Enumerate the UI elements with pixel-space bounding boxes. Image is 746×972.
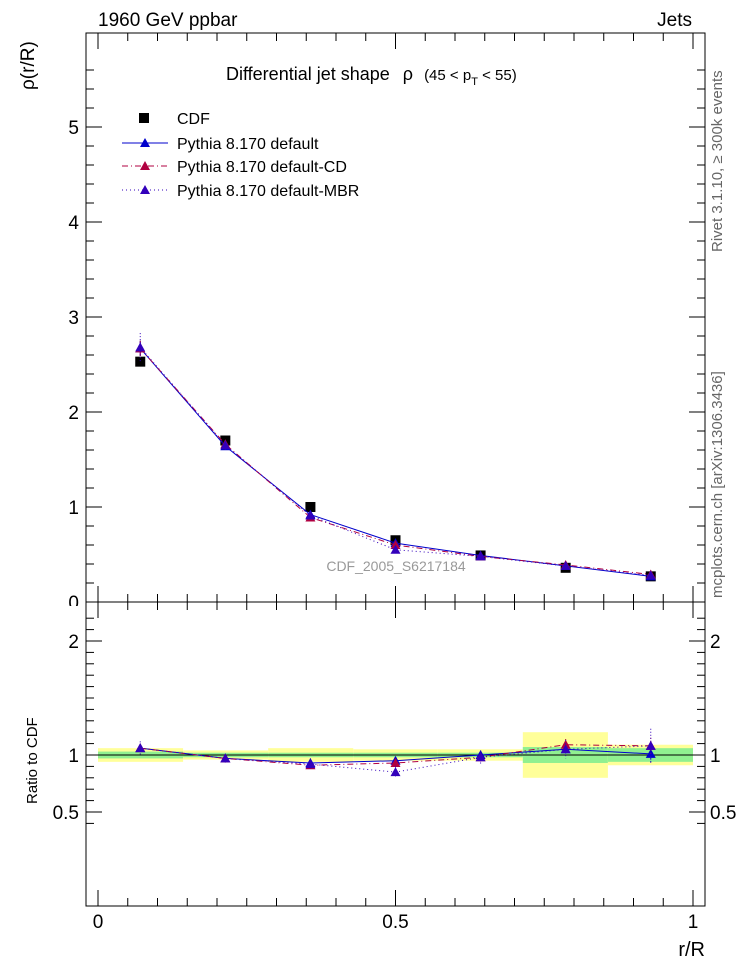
legend: CDF Pythia 8.170 default Pythia 8.170 defa…	[122, 111, 359, 200]
ratio-point-default-mbr	[475, 752, 486, 762]
ratio-ytick-label-right: 1	[710, 746, 721, 767]
ratio-ytick-label: 1	[68, 746, 79, 767]
watermark-analysis: CDF_2005_S6217184	[326, 558, 466, 574]
point-default-mbr	[390, 544, 401, 554]
main-ytick-label: 4	[68, 213, 79, 234]
plot-title-range: (45 < p	[424, 67, 471, 84]
rivet-label: Rivet 3.1.10, ≥ 300k events	[709, 70, 726, 252]
point-default-mbr	[475, 551, 486, 561]
plot-title-main: Differential jet shape	[226, 64, 390, 84]
point-default-mbr	[135, 342, 146, 352]
legend-label-cdf: CDF	[177, 111, 210, 128]
plot-title: Differential jet shape ρ (45 < pT < 55)	[226, 64, 517, 88]
point-default-mbr	[560, 560, 571, 570]
legend-marker-cdf	[139, 113, 149, 123]
main-ytick-label: 3	[68, 308, 79, 329]
point-default-cd	[390, 540, 401, 549]
xtick-label: 1	[688, 912, 699, 933]
ratio-ytick-label-right: 0.5	[710, 803, 736, 824]
ratio-ylabel: Ratio to CDF	[24, 717, 41, 804]
legend-label-default-cd: Pythia 8.170 default-CD	[177, 159, 347, 176]
main-panel: 0 1 2 3 4 5	[68, 32, 706, 614]
plot-title-range-close: < 55)	[478, 67, 517, 84]
ratio-point-default-mbr	[645, 740, 656, 750]
plot-title-range-sub: T	[471, 76, 478, 88]
ratio-ytick-label: 0.5	[53, 803, 79, 824]
xlabel: r/R	[678, 939, 705, 961]
ratio-point-default-cd	[390, 757, 401, 767]
xtick-label: 0	[93, 912, 104, 933]
legend-label-default: Pythia 8.170 default	[177, 136, 319, 153]
point-cdf	[305, 502, 316, 512]
point-cdf	[135, 356, 146, 367]
xtick-label: 0.5	[382, 912, 408, 933]
ratio-point-default-mbr	[305, 759, 316, 769]
ratio-point-default-cd	[560, 739, 571, 749]
ratio-ytick-label-right: 2	[710, 632, 721, 653]
ratio-ytick-label: 2	[68, 632, 79, 653]
ratio-point-default-mbr	[390, 767, 401, 777]
main-ylabel: ρ(r/R)	[18, 41, 39, 90]
ratio-point-default-mbr	[135, 743, 146, 753]
main-ytick-label: 0	[68, 593, 79, 614]
ratio-point-default-mbr	[220, 753, 231, 763]
plot-title-rho: ρ	[403, 64, 413, 84]
legend-label-default-mbr: Pythia 8.170 default-MBR	[177, 183, 359, 200]
main-ytick-label: 5	[68, 118, 79, 139]
legend-marker-default-mbr	[140, 185, 150, 194]
main-ytick-label: 2	[68, 403, 79, 424]
legend-marker-default-cd	[140, 161, 150, 170]
mcplots-label: mcplots.cern.ch [arXiv:1306.3436]	[709, 371, 726, 598]
ratio-point-default-mbr	[560, 744, 571, 754]
legend-marker-default	[140, 138, 150, 147]
header-jets: Jets	[657, 10, 692, 31]
ratio-panel: 0 0.5 1 0.5 0.5 1 1 2 2	[53, 601, 736, 933]
header-energy: 1960 GeV ppbar	[98, 10, 238, 31]
main-ytick-label: 1	[68, 498, 79, 519]
point-default-mbr	[220, 440, 231, 450]
point-default-mbr	[305, 510, 316, 520]
point-default-mbr	[645, 570, 656, 580]
